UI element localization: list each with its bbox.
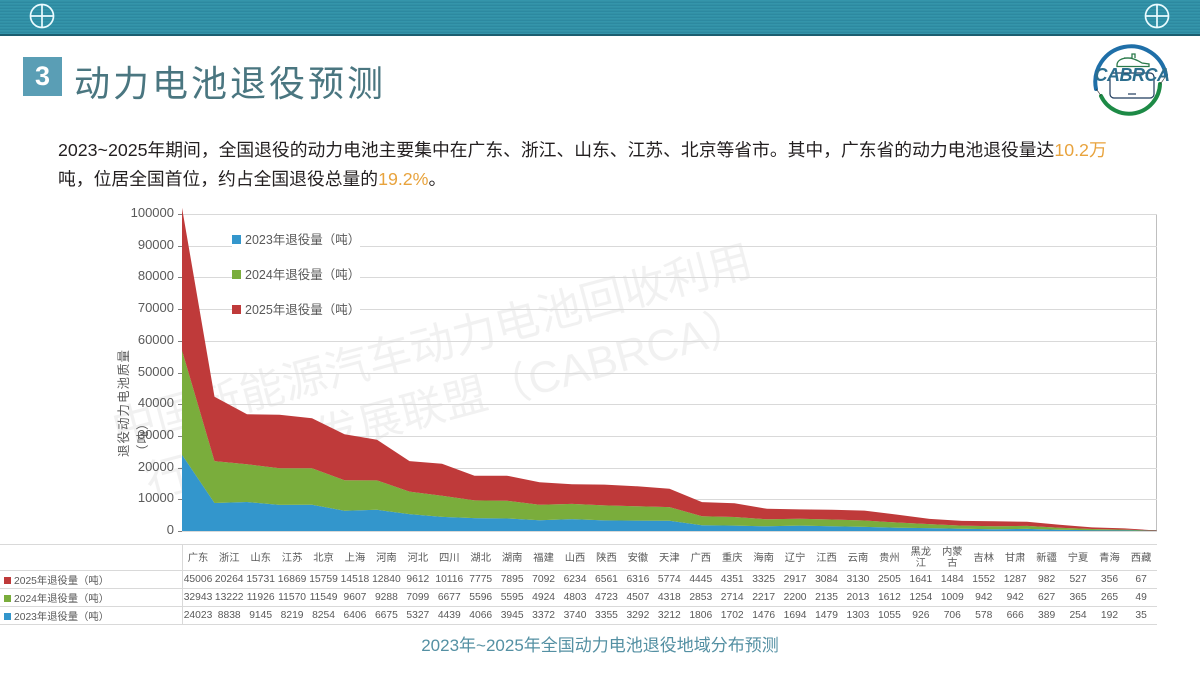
svg-text:CABRCA: CABRCA <box>1095 65 1170 85</box>
